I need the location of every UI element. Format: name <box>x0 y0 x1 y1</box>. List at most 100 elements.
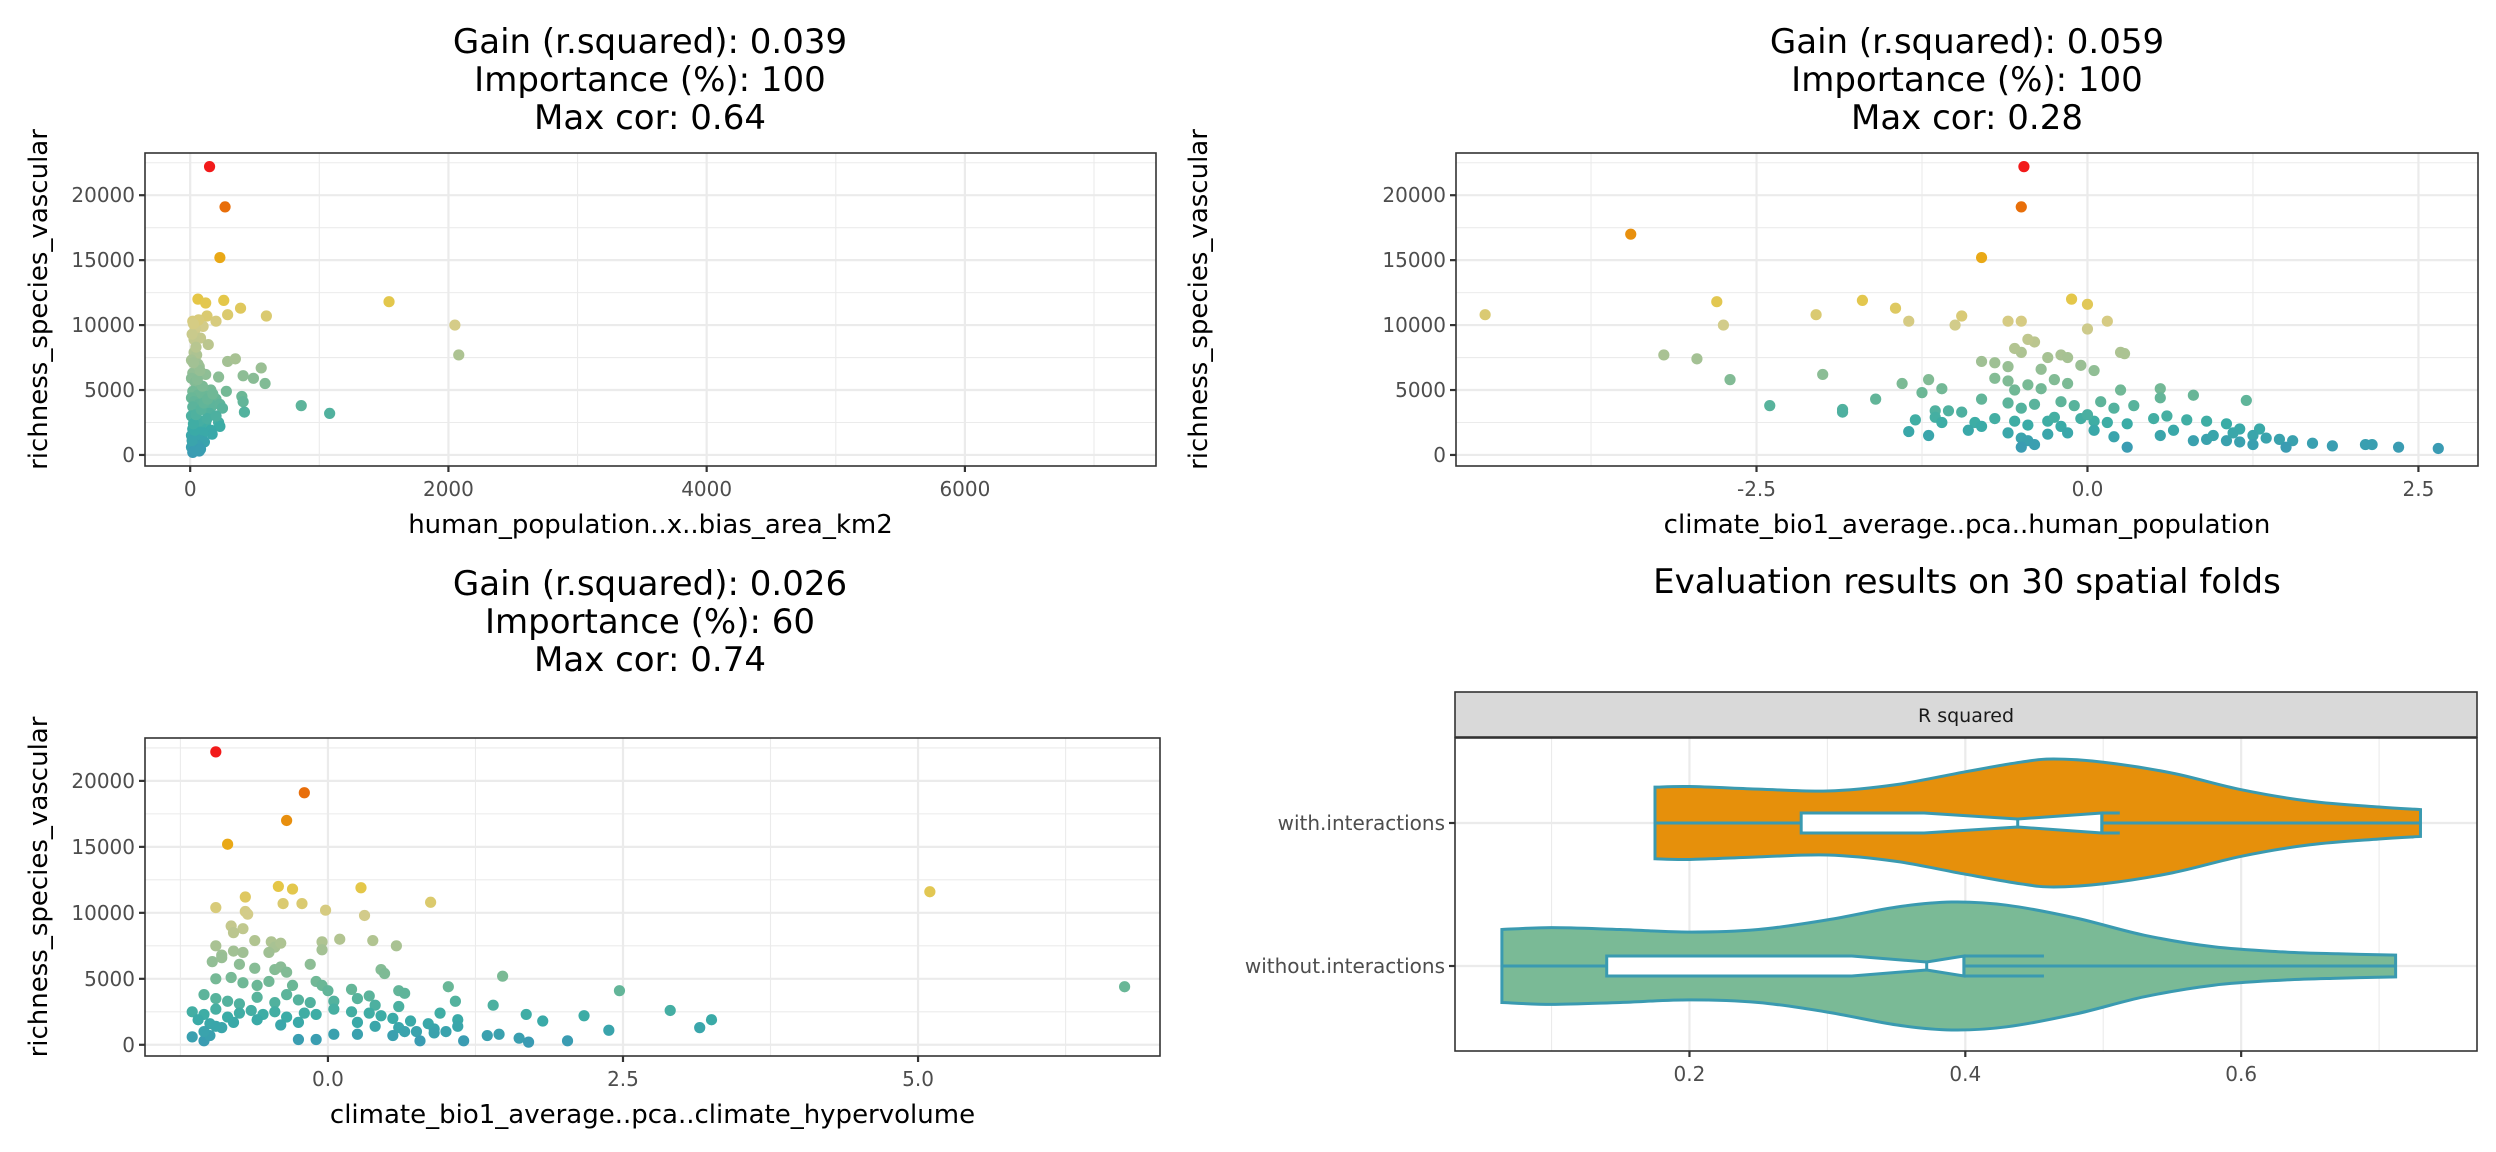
data-point <box>2009 415 2021 427</box>
y-axis-title: richness_species_vascular <box>1184 129 1214 470</box>
panel-border <box>1455 152 2479 467</box>
data-point <box>186 435 198 447</box>
data-point <box>453 349 465 361</box>
data-point <box>2273 433 2286 445</box>
chart-title-line: Max cor: 0.64 <box>534 98 766 138</box>
data-point <box>1817 368 1829 381</box>
data-point <box>2035 363 2047 375</box>
data-point <box>2081 298 2094 310</box>
data-point <box>220 385 232 397</box>
data-point <box>201 412 213 425</box>
data-point <box>295 400 307 412</box>
data-point <box>2148 412 2160 425</box>
data-point <box>603 1024 615 1036</box>
data-point <box>186 328 198 340</box>
chart-title-line: Gain (r.squared): 0.059 <box>1770 22 2164 62</box>
data-point <box>316 944 328 956</box>
data-point <box>2015 201 2027 213</box>
data-point <box>1909 414 1921 426</box>
data-point <box>222 838 234 850</box>
panel-border <box>144 737 1161 1057</box>
data-point <box>186 1006 198 1018</box>
data-point <box>387 1029 399 1042</box>
data-point <box>2154 429 2166 442</box>
data-point <box>1942 405 1955 417</box>
data-point <box>2108 402 2120 414</box>
data-point <box>2306 437 2319 449</box>
data-point <box>2035 383 2047 395</box>
data-point <box>2022 333 2034 345</box>
data-point <box>319 904 332 916</box>
y-tick-label: 20000 <box>1382 183 1446 207</box>
data-point <box>1989 357 2001 369</box>
data-point <box>194 364 206 377</box>
data-point <box>237 977 249 989</box>
data-point <box>393 1000 405 1013</box>
data-point <box>1764 400 1776 412</box>
data-point <box>260 310 272 322</box>
data-point <box>1916 387 1928 399</box>
data-point <box>292 1033 305 1046</box>
data-point <box>924 886 936 898</box>
data-point <box>561 1035 574 1047</box>
data-point <box>1479 309 1491 321</box>
data-point <box>2240 394 2252 407</box>
data-point <box>578 1010 590 1022</box>
data-point <box>1923 429 1935 442</box>
data-point <box>286 979 299 992</box>
data-point <box>358 909 371 922</box>
data-point <box>613 985 626 997</box>
data-point <box>210 993 222 1005</box>
data-point <box>1962 424 1974 436</box>
panel-background <box>1456 153 2478 466</box>
data-point <box>298 1007 310 1019</box>
data-point <box>2015 402 2027 414</box>
data-point <box>194 443 207 455</box>
data-point <box>428 1027 440 1039</box>
y-tick-label: 5000 <box>84 967 135 991</box>
chart-title: Evaluation results on 30 spatial folds <box>1653 562 2281 602</box>
data-point <box>227 927 240 939</box>
data-point <box>1856 294 1869 307</box>
data-point <box>705 1014 718 1026</box>
x-tick-label: 6000 <box>939 477 990 501</box>
data-point <box>281 814 293 827</box>
data-point <box>191 374 203 386</box>
panel-background <box>145 738 1160 1056</box>
data-point <box>206 956 218 968</box>
data-point <box>334 933 346 945</box>
data-point <box>1975 420 1988 432</box>
data-point <box>269 996 281 1009</box>
data-point <box>201 310 213 322</box>
data-point <box>2055 396 2067 408</box>
y-tick-label: 20000 <box>71 183 135 207</box>
data-point <box>1658 349 1670 361</box>
data-point <box>216 402 229 414</box>
data-point <box>322 985 334 997</box>
data-point <box>2260 432 2272 444</box>
data-point <box>378 967 391 980</box>
chart-title-line: Gain (r.squared): 0.026 <box>453 564 847 604</box>
chart-title-line: Importance (%): 100 <box>474 60 826 100</box>
y-tick-label: 10000 <box>71 901 135 925</box>
data-point <box>1975 393 1988 405</box>
data-point <box>1118 981 1131 993</box>
data-point <box>2181 414 2193 426</box>
data-point <box>2002 397 2014 409</box>
data-point <box>214 251 226 264</box>
data-point <box>2095 396 2107 408</box>
chart-title-line: Importance (%): 60 <box>485 602 815 642</box>
y-axis-title: richness_species_vascular <box>24 716 54 1057</box>
x-tick-label: 0.0 <box>2072 477 2104 501</box>
data-point <box>2326 440 2338 452</box>
data-point <box>1836 406 1849 418</box>
data-point <box>242 908 254 920</box>
data-point <box>449 995 462 1007</box>
data-point <box>351 1028 364 1040</box>
facet-strip-label: R squared <box>1918 705 2014 727</box>
data-point <box>210 1003 222 1015</box>
x-tick-label: 2000 <box>423 477 474 501</box>
data-point <box>281 989 293 1001</box>
data-point <box>2167 424 2180 436</box>
